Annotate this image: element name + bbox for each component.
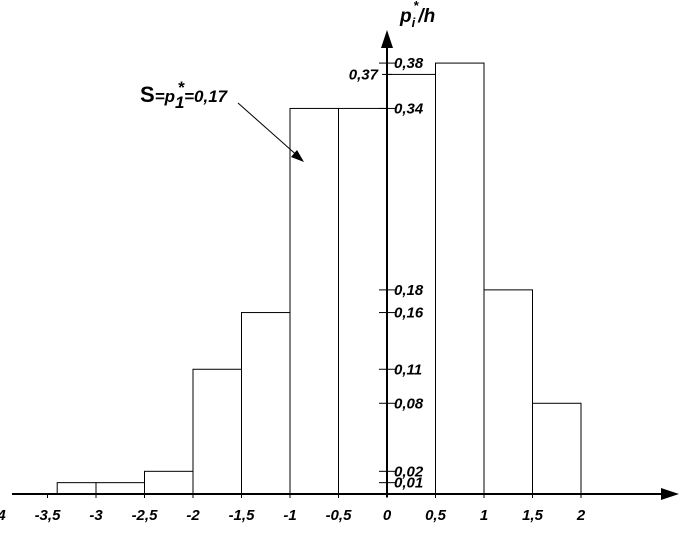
histogram-bar — [532, 402, 582, 495]
y-tick-label: 0,38 — [394, 55, 424, 72]
annotation-text: S=p1*=0,17 — [140, 78, 229, 112]
x-tick-label: -1,5 — [229, 507, 256, 524]
y-tick-label: 0,37 — [349, 66, 379, 83]
x-tick-label: -3,5 — [35, 507, 62, 524]
x-tick-label: 1 — [480, 507, 488, 524]
x-tick-label: 2 — [576, 507, 586, 524]
annotation-sub: 1 — [175, 93, 184, 112]
x-tick-label: -2 — [186, 507, 200, 524]
annotation-p: p — [164, 87, 175, 106]
area-annotation: S=p1*=0,17 — [140, 78, 304, 162]
y-tick-label: 0,18 — [394, 282, 424, 299]
histogram-bars — [56, 62, 582, 495]
x-ticks: -4 -3,5 -3 -2,5 -2 -1,5 -1 -0,5 0 0,5 1 1,5 2 — [0, 494, 586, 524]
x-tick-label: 0 — [383, 507, 392, 524]
histogram-bar — [386, 73, 436, 495]
x-tick-label: 1,5 — [522, 507, 544, 524]
y-axis-title-sup: * — [413, 0, 419, 13]
histogram-bar — [483, 289, 533, 495]
histogram-bar — [56, 482, 97, 495]
y-axis-title-rest: /h — [417, 6, 435, 27]
annotation-s: S — [140, 82, 155, 107]
y-axis-title: pi */h — [399, 0, 435, 30]
axes — [12, 30, 679, 500]
annotation-eq: = — [155, 87, 165, 106]
annotation-sup: * — [177, 78, 185, 97]
annotation-arrow-line — [237, 102, 301, 159]
x-tick-label: 0,5 — [425, 507, 447, 524]
x-axis-arrow-icon — [661, 488, 679, 500]
annotation-arrow-icon — [291, 150, 304, 162]
y-axis-arrow-icon — [381, 30, 393, 48]
y-tick-label: 0,11 — [394, 361, 422, 378]
y-tick-label: 0,34 — [394, 100, 424, 117]
histogram-bar — [289, 107, 339, 495]
x-tick-label: -4 — [0, 507, 6, 524]
y-tick-label: 0,02 — [394, 463, 424, 480]
histogram-bar — [95, 482, 145, 495]
annotation-value: =0,17 — [184, 87, 229, 106]
histogram-bar — [241, 312, 291, 495]
y-axis-title-sub: i — [412, 15, 416, 30]
y-ticks: 0,38 0,37 0,34 0,18 0,16 0,11 0,08 0,020,01 — [349, 55, 424, 492]
x-tick-label: -0,5 — [326, 507, 353, 524]
x-tick-label: -3 — [89, 507, 103, 524]
histogram-bar — [338, 107, 388, 495]
x-tick-label: -2,5 — [132, 507, 159, 524]
histogram-bar — [435, 62, 485, 495]
histogram-bar — [144, 470, 194, 495]
x-tick-label: -1 — [283, 507, 296, 524]
histogram-bar — [192, 368, 242, 495]
y-axis-title-p: p — [399, 6, 412, 27]
y-tick-label: 0,01 — [394, 475, 423, 492]
y-tick-label: 0,16 — [394, 305, 424, 322]
y-tick-label: 0,08 — [394, 395, 424, 412]
